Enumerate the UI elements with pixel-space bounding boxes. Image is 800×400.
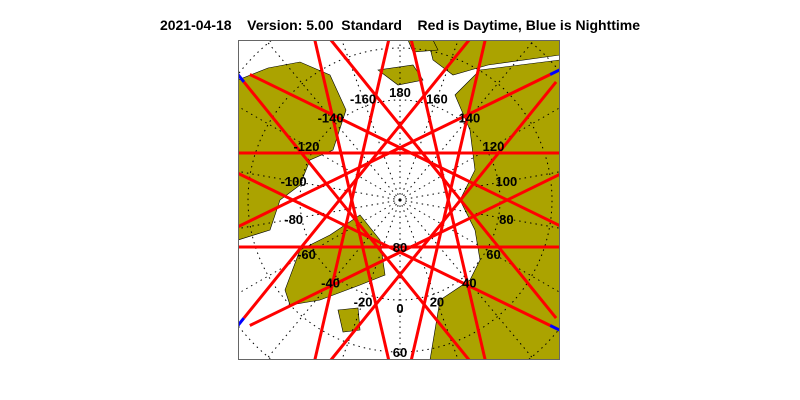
longitude-label: 180 [389,85,411,100]
longitude-label: -140 [318,110,344,125]
longitude-label: 160 [426,92,448,107]
nighttime-track [549,68,560,76]
satellite-tracks [238,40,560,360]
legend-text: Red is Daytime, Blue is Nighttime [417,17,641,33]
map-frame [238,40,560,360]
meridian-line [399,199,459,360]
longitude-label: -160 [350,92,376,107]
meridian-line [341,199,401,360]
longitude-label: -40 [321,276,340,291]
longitude-label: -80 [284,212,303,227]
daytime-track [238,171,551,327]
longitude-label: 100 [496,174,518,189]
longitude-label: 60 [486,247,500,262]
daytime-track [313,40,391,360]
latitude-circle [238,325,272,360]
version: Version: 5.00 [247,17,334,33]
mode: Standard [341,17,402,33]
longitude-label: -60 [297,247,316,262]
daytime-track [238,73,551,229]
meridian-line [341,40,401,201]
latitude-circle [238,40,272,75]
daytime-track [249,73,560,228]
north-pole-marker [398,198,402,202]
meridian-line [399,40,459,201]
nighttime-track [549,324,560,332]
land-polygon [377,64,424,86]
daytime-track [242,80,471,360]
latitude-label: 60 [393,345,407,360]
longitude-label: 40 [462,276,476,291]
longitude-label: 80 [499,212,513,227]
longitude-label: -20 [354,294,373,309]
longitude-label: -100 [281,174,307,189]
longitude-label: 140 [459,110,481,125]
longitude-label: 0 [396,301,403,316]
daytime-track [329,40,558,320]
longitude-label: -120 [293,139,319,154]
longitude-label: 120 [483,139,505,154]
daytime-track [409,40,487,360]
map-title: 2021-04-18 Version: 5.00 Standard Red is… [0,17,800,33]
date: 2021-04-18 [159,17,232,33]
latitude-label: 80 [393,240,407,255]
longitude-label: 20 [430,294,444,309]
land-polygon [337,307,361,333]
